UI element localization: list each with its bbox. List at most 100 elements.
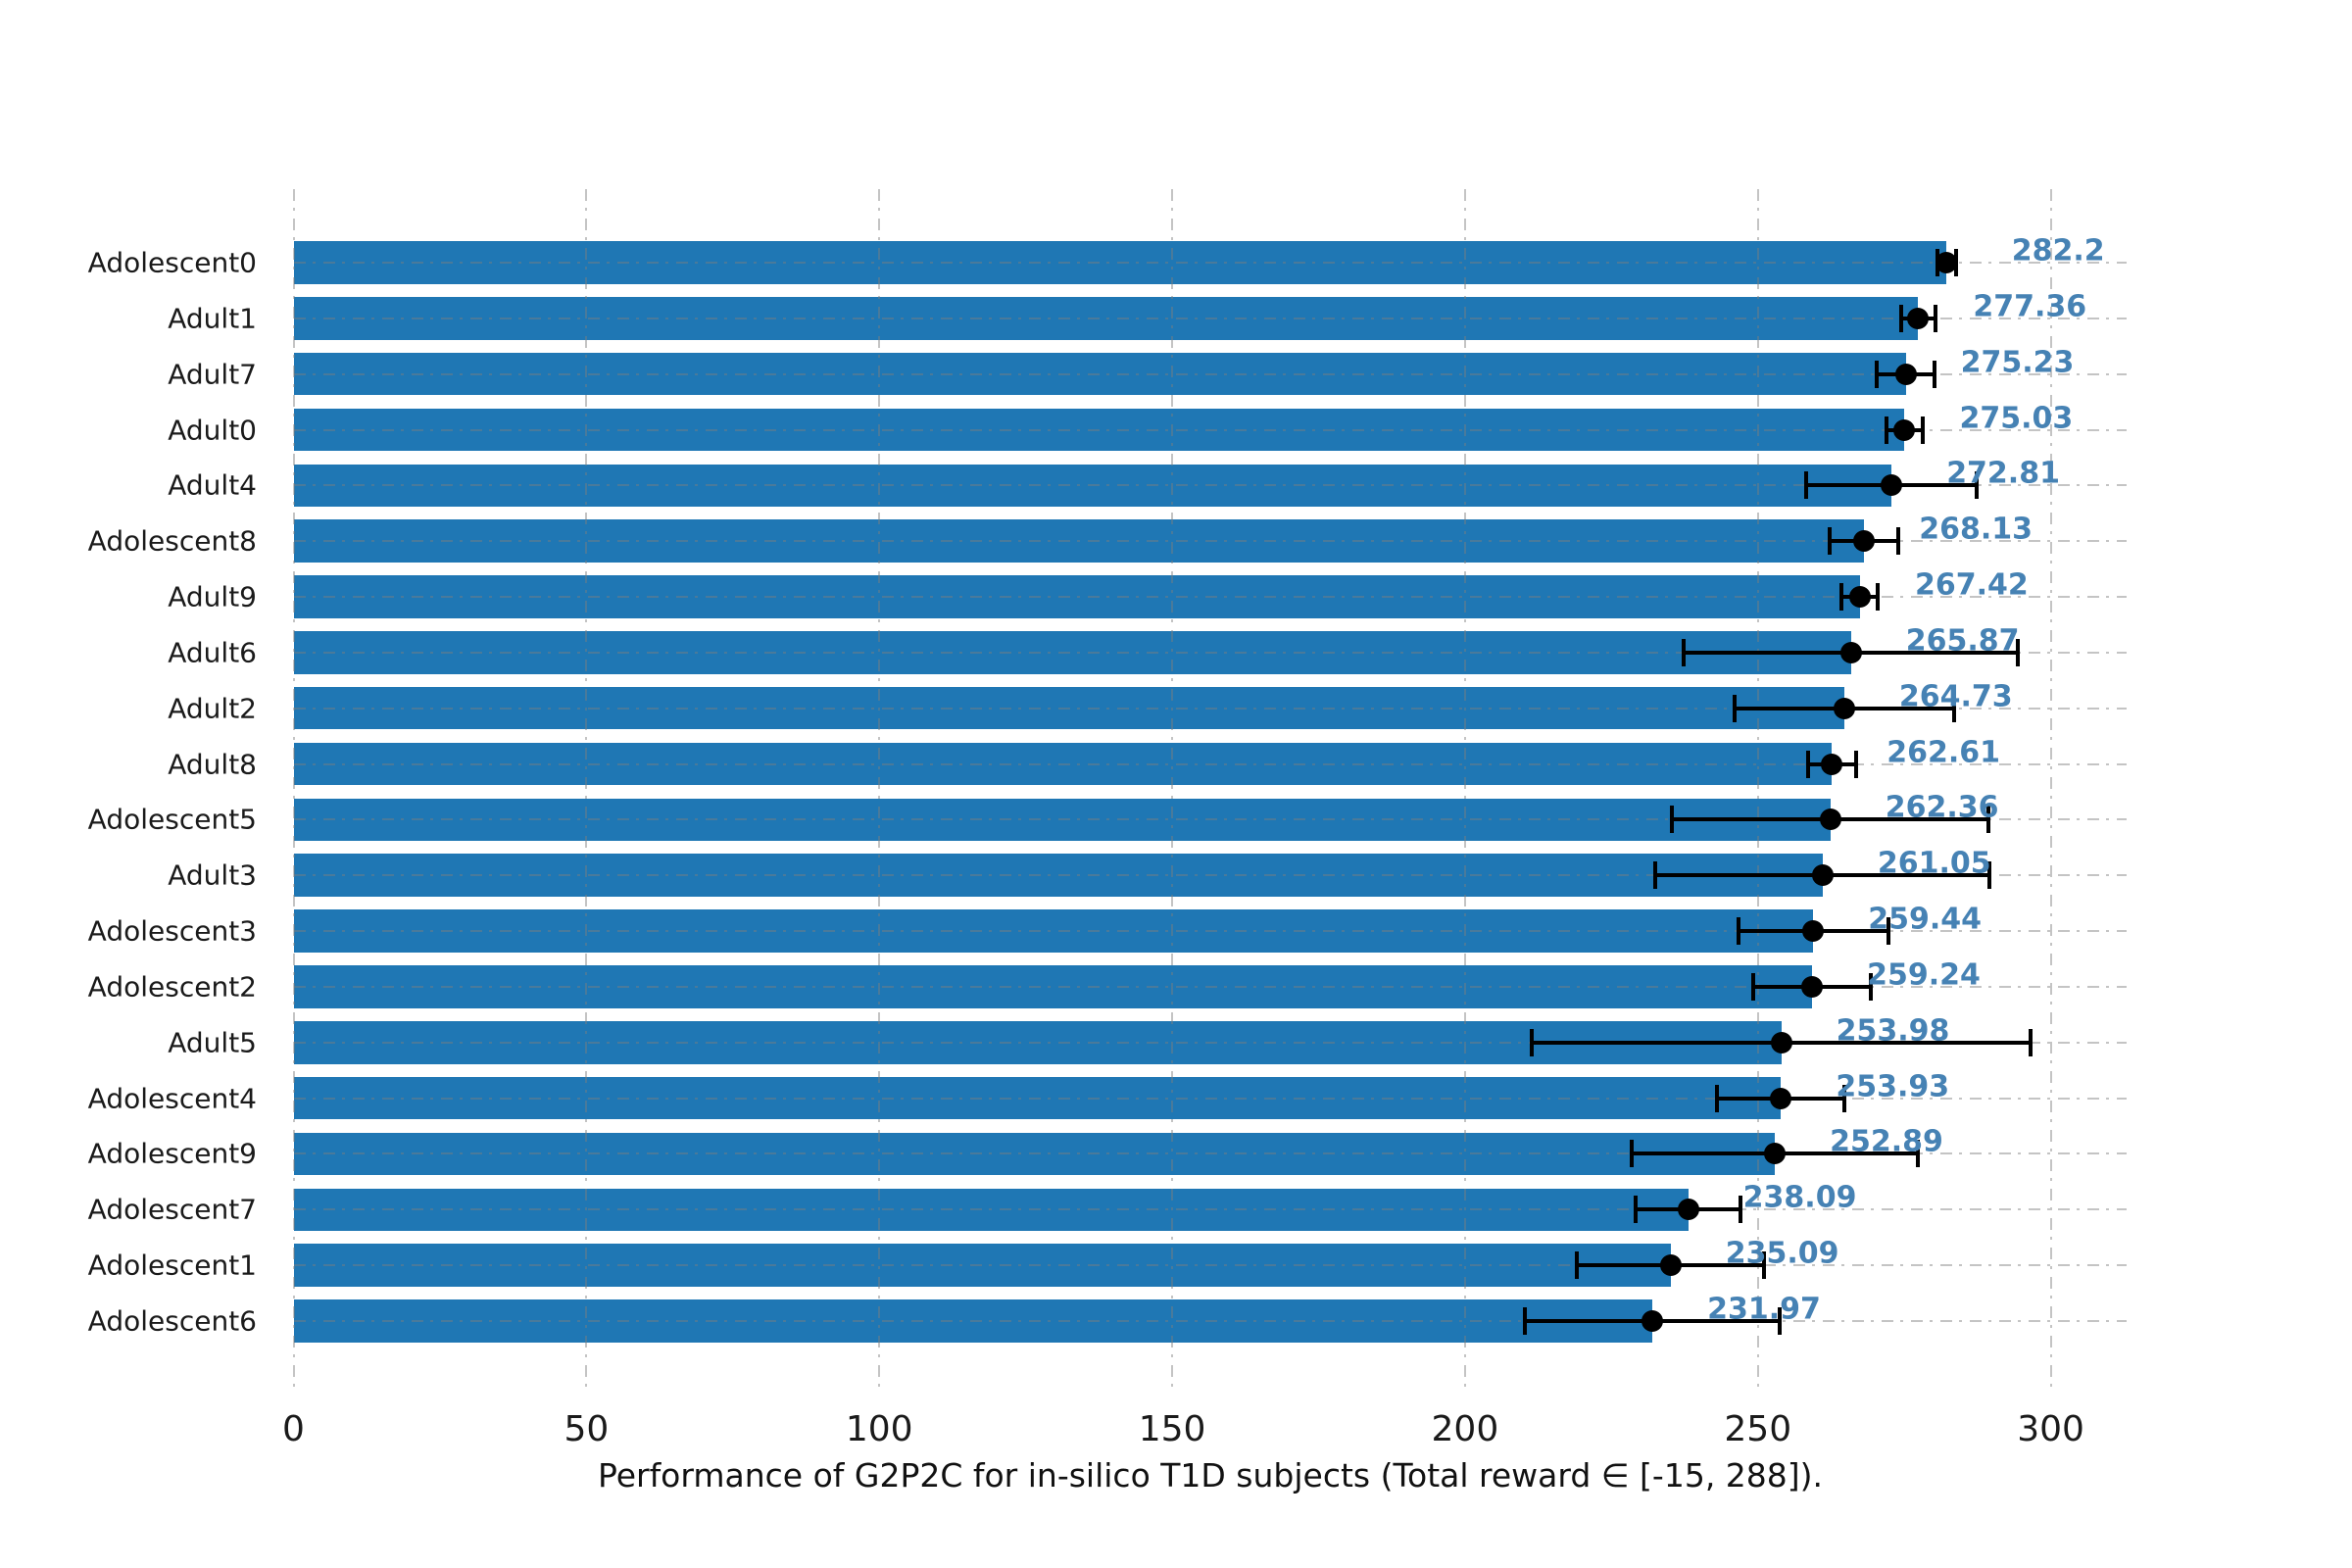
y-gridline — [293, 985, 2127, 988]
error-marker — [1764, 1143, 1787, 1165]
error-bar-cap — [1853, 750, 1858, 778]
y-gridline — [293, 317, 2127, 319]
category-label: Adolescent0 — [87, 246, 257, 279]
bar — [293, 575, 1860, 618]
error-bar-cap — [1933, 360, 1937, 388]
error-bar-cap — [1778, 1306, 1783, 1335]
error-marker — [1833, 697, 1855, 719]
error-marker — [1819, 808, 1841, 831]
category-label: Adolescent4 — [87, 1082, 257, 1115]
x-tick-label: 300 — [2017, 1409, 2084, 1449]
x-gridline — [585, 189, 588, 1395]
error-marker — [1821, 753, 1843, 775]
error-bar-cap — [1886, 917, 1890, 946]
error-bar-cap — [1762, 1251, 1767, 1280]
y-gridline — [293, 930, 2127, 933]
x-tick-label: 150 — [1138, 1409, 1206, 1449]
y-gridline — [293, 762, 2127, 765]
value-label: 264.73 — [1898, 679, 2013, 714]
category-label: Adolescent8 — [87, 524, 257, 558]
error-marker — [1802, 920, 1825, 943]
value-label: 275.23 — [1960, 345, 2075, 380]
error-marker — [1811, 864, 1834, 887]
error-marker — [1848, 586, 1871, 609]
error-marker — [1800, 975, 1823, 998]
value-label: 238.09 — [1742, 1180, 1857, 1215]
bar — [293, 854, 1823, 897]
value-label: 265.87 — [1905, 623, 2020, 659]
category-label: Adult5 — [168, 1026, 257, 1059]
category-label: Adult1 — [168, 302, 257, 335]
error-marker — [1881, 474, 1903, 497]
x-gridline — [1756, 189, 1759, 1395]
error-bar-cap — [2015, 638, 2020, 666]
category-label: Adult6 — [168, 636, 257, 669]
error-bar-cap — [1529, 1028, 1534, 1056]
category-label: Adult2 — [168, 692, 257, 725]
error-bar-cap — [1522, 1306, 1527, 1335]
category-label: Adult9 — [168, 580, 257, 613]
error-bar-cap — [1827, 527, 1832, 556]
value-label: 272.81 — [1946, 456, 2060, 491]
y-gridline — [293, 874, 2127, 877]
value-label: 262.61 — [1886, 735, 2000, 770]
y-gridline — [293, 1208, 2127, 1211]
y-gridline — [293, 1041, 2127, 1044]
category-label: Adult4 — [168, 468, 257, 502]
bar — [293, 241, 1947, 284]
error-bar-cap — [1876, 583, 1881, 612]
category-label: Adult0 — [168, 414, 257, 447]
category-label: Adolescent9 — [87, 1137, 257, 1170]
error-marker — [1839, 641, 1862, 663]
x-gridline — [2049, 189, 2052, 1395]
error-bar-cap — [1670, 806, 1675, 834]
error-bar-cap — [1916, 1140, 1921, 1168]
error-bar-cap — [1974, 471, 1979, 500]
x-axis-title: Performance of G2P2C for in-silico T1D s… — [597, 1456, 1824, 1494]
error-bar-cap — [1874, 360, 1879, 388]
error-marker — [1659, 1254, 1682, 1277]
error-marker — [1936, 252, 1958, 273]
y-gridline — [293, 707, 2127, 710]
error-bar-cap — [1733, 694, 1738, 722]
error-marker — [1677, 1199, 1699, 1221]
value-label: 268.13 — [1919, 512, 2033, 547]
y-gridline — [293, 596, 2127, 599]
category-label: Adolescent6 — [87, 1304, 257, 1338]
error-bar-cap — [1951, 694, 1956, 722]
x-gridline — [878, 189, 881, 1395]
y-gridline — [293, 1152, 2127, 1155]
category-label: Adolescent1 — [87, 1249, 257, 1282]
category-label: Adolescent2 — [87, 970, 257, 1004]
error-bar-cap — [1736, 917, 1740, 946]
bar — [293, 965, 1812, 1008]
error-marker — [1770, 1031, 1792, 1054]
error-bar-cap — [1898, 304, 1903, 332]
error-bar-cap — [1933, 304, 1937, 332]
bar — [293, 686, 1844, 730]
x-gridline — [1463, 189, 1466, 1395]
error-bar-cap — [1987, 861, 1992, 890]
x-tick-label: 200 — [1431, 1409, 1499, 1449]
error-bar-cap — [1986, 806, 1990, 834]
y-gridline — [293, 372, 2127, 375]
value-label: 252.89 — [1830, 1124, 1943, 1159]
value-label: 253.98 — [1836, 1013, 1950, 1049]
y-gridline — [293, 651, 2127, 654]
bar — [293, 519, 1865, 563]
x-tick-label: 250 — [1724, 1409, 1792, 1449]
error-bar-cap — [1575, 1251, 1579, 1280]
value-label: 262.36 — [1885, 790, 1999, 825]
error-bar-cap — [1739, 1196, 1743, 1224]
y-gridline — [293, 262, 2127, 264]
bar — [293, 408, 1905, 452]
bar — [293, 742, 1833, 786]
x-tick-label: 100 — [845, 1409, 913, 1449]
error-bar-cap — [1633, 1196, 1638, 1224]
y-gridline — [293, 484, 2127, 487]
bar — [293, 631, 1851, 674]
error-marker — [1907, 307, 1930, 329]
y-gridline — [293, 428, 2127, 431]
value-label: 267.42 — [1914, 567, 2029, 603]
